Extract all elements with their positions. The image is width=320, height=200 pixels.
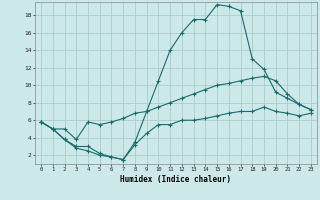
X-axis label: Humidex (Indice chaleur): Humidex (Indice chaleur) xyxy=(121,175,231,184)
